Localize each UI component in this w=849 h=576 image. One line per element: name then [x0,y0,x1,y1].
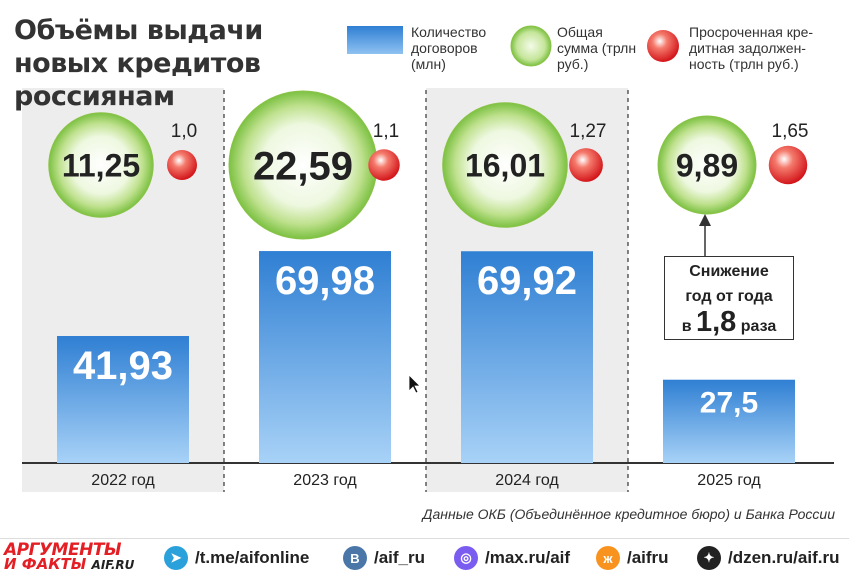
bubble-overdue [368,149,400,181]
legend-blue-swatch [347,26,403,54]
bubble-overdue [569,148,603,182]
bar-contracts [461,251,593,463]
bar-contracts-label: 69,92 [477,259,577,303]
annotation-prefix: в [681,318,692,335]
bubble-overdue-label: 1,1 [373,121,399,142]
legend-label-contracts: Количество договоров (млн) [411,24,487,72]
social-link-ok[interactable]: ж/aifru [596,545,669,571]
social-link-max[interactable]: ◎ /max.ru/aif [454,545,570,571]
vk-icon: B [343,546,367,570]
bar-contracts [57,336,189,463]
bar-contracts [259,251,391,463]
bubble-overdue-label: 1,0 [171,121,197,142]
logo-line2: И ФАКТЫ [4,555,87,573]
bubble-amount [657,115,757,215]
arrow-icon [699,214,711,256]
bubble-amount-label: 11,25 [62,148,140,184]
max-icon: ◎ [454,546,478,570]
chart: 41,93 69,98 69,92 27,5 11,25 1,0 22,59 1,1 16,0… [22,25,834,492]
bubble-amount [48,112,154,218]
x-tick-label: 2023 год [293,472,357,489]
social-link-label: /max.ru/aif [485,548,571,567]
social-link-telegram[interactable]: ➤ /t.me/aifonline [164,545,309,571]
x-tick-label: 2022 год [91,472,155,489]
logo-line1: АРГУМЕНТЫ [4,540,122,560]
social-link-label: /dzen.ru/aif.ru [728,548,840,567]
annotation-box: Снижение год от года в 1,8 раза [664,256,794,340]
bar-contracts-label: 27,5 [700,387,758,420]
bar-contracts [663,379,795,463]
chart-title: Объёмы выдачи новых кредитов россиянам [14,15,263,112]
dzen-icon: ✦ [697,546,721,570]
ok-icon: ж [596,546,620,570]
bar-contracts-label: 41,93 [73,344,173,388]
social-link-label: /aif_ru [374,548,426,567]
bubble-overdue-label: 1,27 [570,121,607,142]
bubble-overdue [768,145,808,185]
legend-red-circle-icon [647,30,679,62]
source-note: Данные ОКБ (Объединённое кредитное бюро)… [422,506,835,522]
bubble-amount-label: 9,89 [676,148,738,184]
bubble-amount-label: 16,01 [465,148,545,184]
annotation-line1: Снижение [689,263,769,280]
bubble-overdue-label: 1,65 [772,121,809,142]
aif-logo[interactable]: АРГУМЕНТЫ И ФАКТЫ AIF.RU [4,540,154,576]
legend-label-amount: Общая сумма (трлн руб.) [557,24,637,72]
legend-label-overdue: Просроченная кре-дитная задолжен-ность (… [689,24,814,72]
x-tick-label: 2024 год [495,472,559,489]
x-tick-label: 2025 год [697,472,761,489]
legend-green-circle-icon [510,25,552,67]
annotation-line2: год от года [685,288,773,305]
telegram-icon: ➤ [164,546,188,570]
mouse-cursor-icon [408,374,421,394]
bubble-amount [442,102,568,228]
bubble-amount-label: 22,59 [253,144,353,188]
social-link-label: /aifru [627,548,669,567]
annotation-value: 1,8 [696,306,737,338]
logo-domain: AIF.RU [91,558,135,572]
social-link-dzen[interactable]: ✦ /dzen.ru/aif.ru [697,545,839,571]
annotation-suffix: раза [740,318,777,335]
social-link-label: /t.me/aifonline [195,548,310,567]
bubble-overdue [167,150,197,180]
social-link-vk[interactable]: B/aif_ru [343,545,425,571]
bar-contracts-label: 69,98 [275,259,375,303]
footer: АРГУМЕНТЫ И ФАКТЫ AIF.RU ➤ /t.me/aifonlin… [0,538,849,576]
